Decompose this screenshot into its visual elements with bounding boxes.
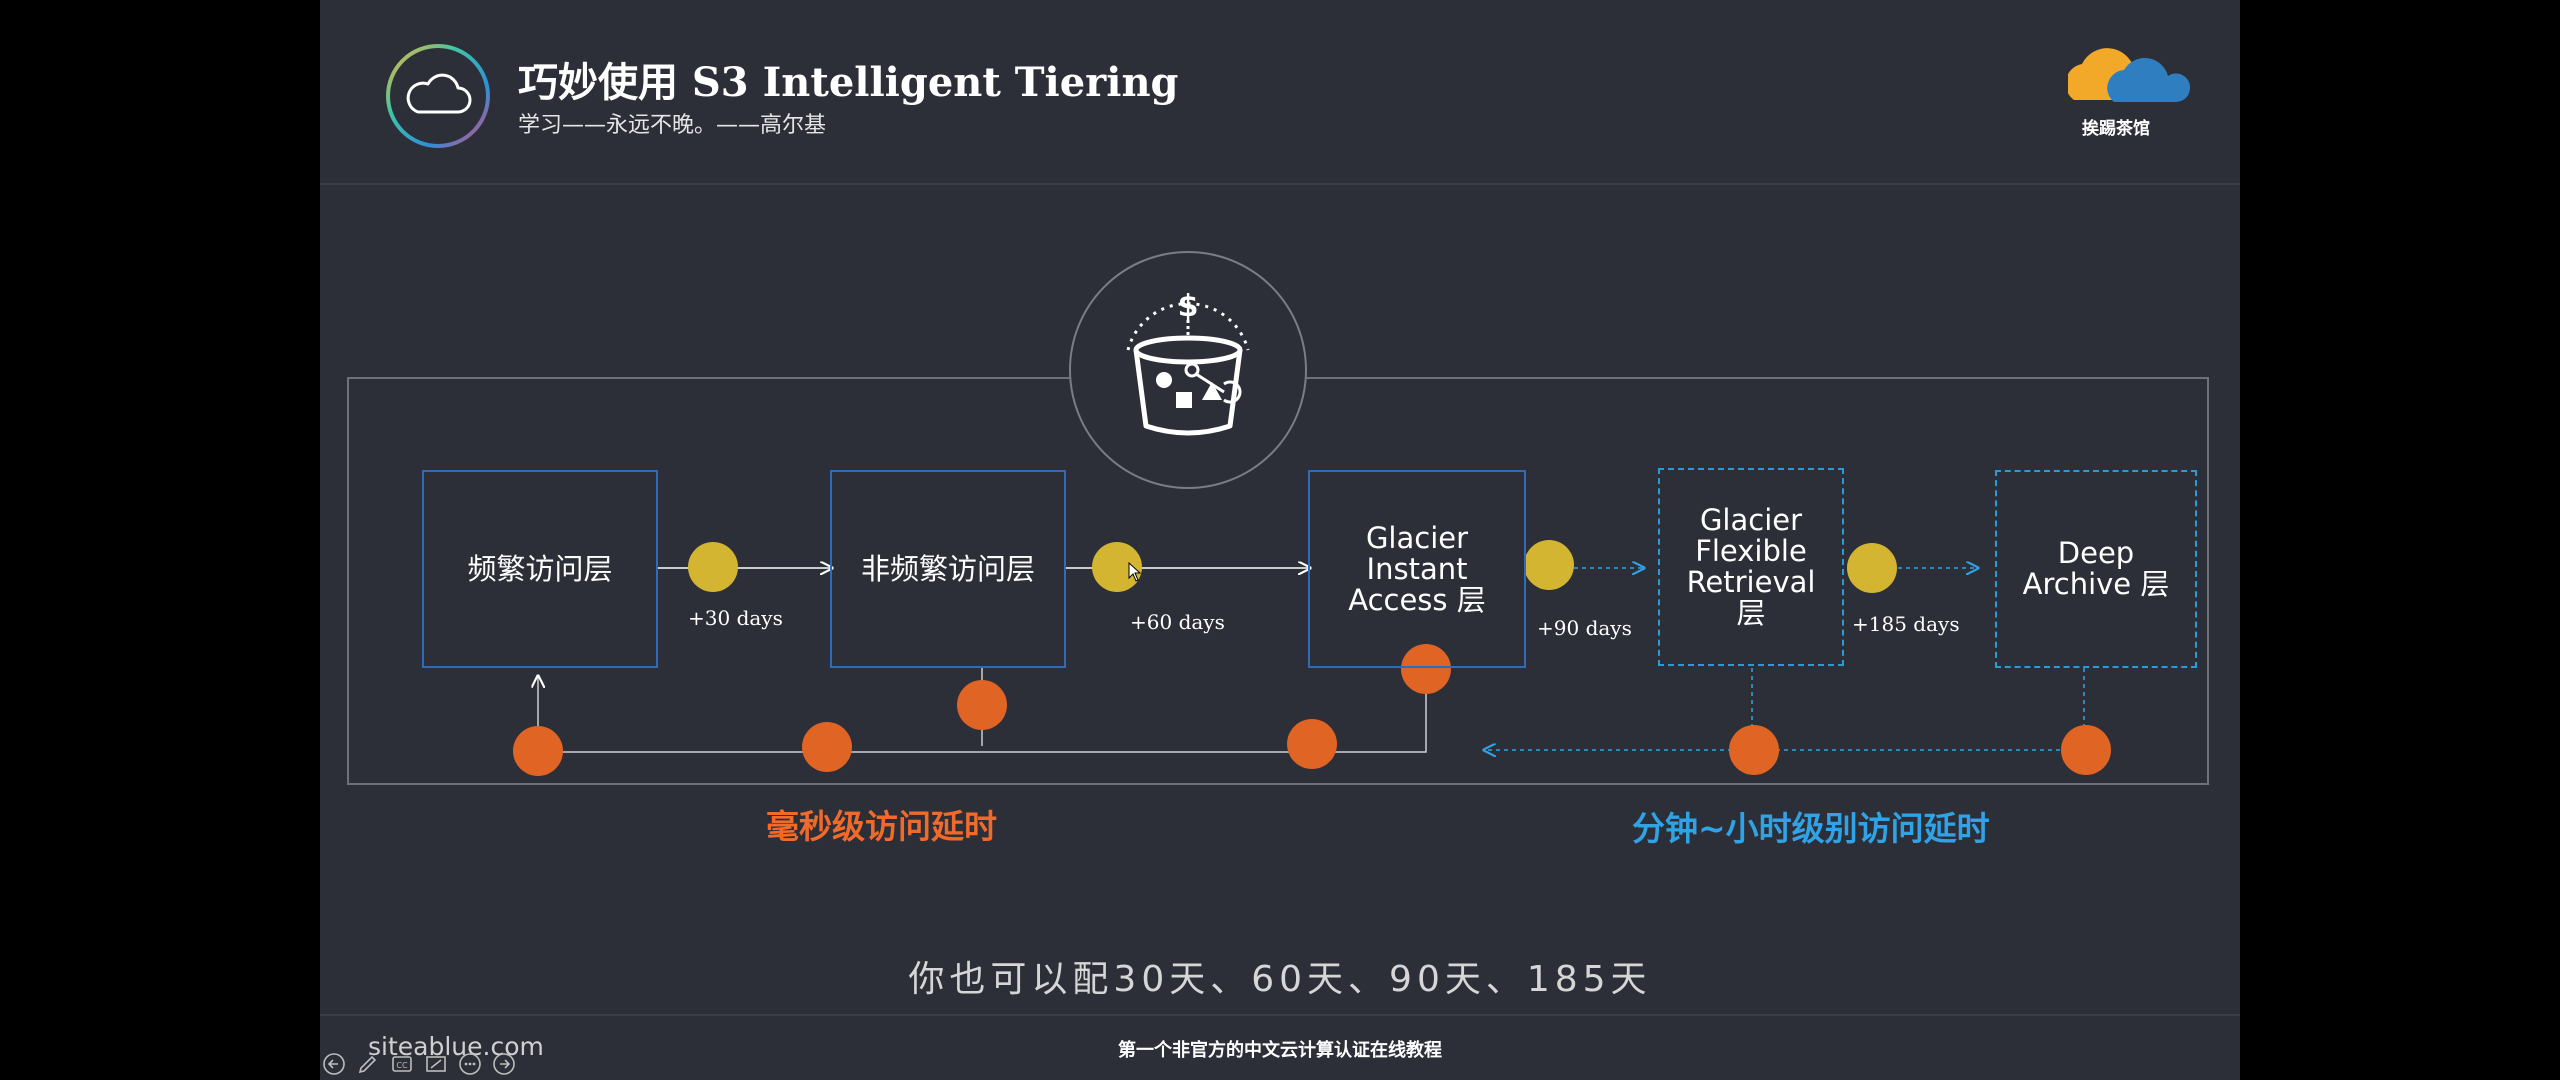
svg-text:CC: CC xyxy=(396,1061,408,1070)
tier-frequent-label: 频繁访问层 xyxy=(467,551,613,586)
header-divider xyxy=(320,183,2240,185)
transition-label-185: +185 days xyxy=(1852,612,1960,636)
page-subtitle: 学习——永远不晚。——高尔基 xyxy=(518,113,827,138)
access-dot-2 xyxy=(802,722,852,772)
mouse-cursor-icon xyxy=(1128,562,1142,582)
transition-dot-2 xyxy=(1092,542,1142,592)
transition-dot-3 xyxy=(1524,540,1574,590)
transition-dot-4 xyxy=(1847,543,1897,593)
bucket-dollar-icon: $ xyxy=(1126,289,1250,436)
svg-text:$: $ xyxy=(1178,289,1199,324)
footer-divider xyxy=(320,1014,2240,1016)
tier-deep-archive-label: Deep Archive 层 xyxy=(2022,536,2170,601)
access-dot-6 xyxy=(1729,725,1779,775)
latency-ms-label: 毫秒级访问延时 xyxy=(766,807,997,846)
diagram-connectors xyxy=(347,251,2209,785)
transition-label-30: +30 days xyxy=(688,606,783,630)
footer-text: 第一个非官方的中文云计算认证在线教程 xyxy=(1118,1040,1442,1061)
transition-label-90: +90 days xyxy=(1537,616,1632,640)
tier-infrequent-label: 非频繁访问层 xyxy=(860,551,1035,586)
tier-glacier-instant: Glacier Instant Access 层 xyxy=(1308,470,1526,668)
brand-cloud-logo xyxy=(2068,48,2191,102)
tier-infrequent: 非频繁访问层 xyxy=(830,470,1066,668)
bucket-circle xyxy=(1069,251,1307,489)
access-dot-4 xyxy=(1287,719,1337,769)
tier-frequent: 频繁访问层 xyxy=(422,470,658,668)
access-dot-1 xyxy=(513,726,563,776)
brand-name: 挨踢茶馆 xyxy=(2082,119,2150,139)
slide: 巧妙使用 S3 Intelligent Tiering 学习——永远不晚。——高… xyxy=(320,0,2240,1080)
access-dot-5 xyxy=(1401,644,1451,694)
transition-label-60: +60 days xyxy=(1130,610,1225,634)
tier-glacier-flexible: Glacier Flexible Retrieval 层 xyxy=(1658,468,1844,666)
tier-deep-archive: Deep Archive 层 xyxy=(1995,470,2197,668)
latency-slow-label: 分钟~小时级别访问延时 xyxy=(1632,809,1990,848)
tier-glacier-instant-label: Glacier Instant Access 层 xyxy=(1348,520,1486,617)
next-slide-icon[interactable] xyxy=(492,1052,516,1076)
zoom-icon[interactable] xyxy=(424,1052,448,1076)
prev-slide-icon[interactable] xyxy=(322,1052,346,1076)
watermark: siteablue.com xyxy=(368,1032,544,1061)
caption: 你也可以配30天、60天、90天、185天 xyxy=(908,959,1652,1000)
page-title: 巧妙使用 S3 Intelligent Tiering xyxy=(518,59,1179,106)
transition-dot-1 xyxy=(688,542,738,592)
tier-glacier-flexible-label: Glacier Flexible Retrieval 层 xyxy=(1686,503,1816,630)
pen-icon[interactable] xyxy=(356,1052,380,1076)
access-dot-3 xyxy=(957,680,1007,730)
cloud-icon xyxy=(386,44,490,148)
more-options-icon[interactable] xyxy=(458,1052,482,1076)
subtitles-icon[interactable]: CC xyxy=(390,1052,414,1076)
access-dot-7 xyxy=(2061,725,2111,775)
